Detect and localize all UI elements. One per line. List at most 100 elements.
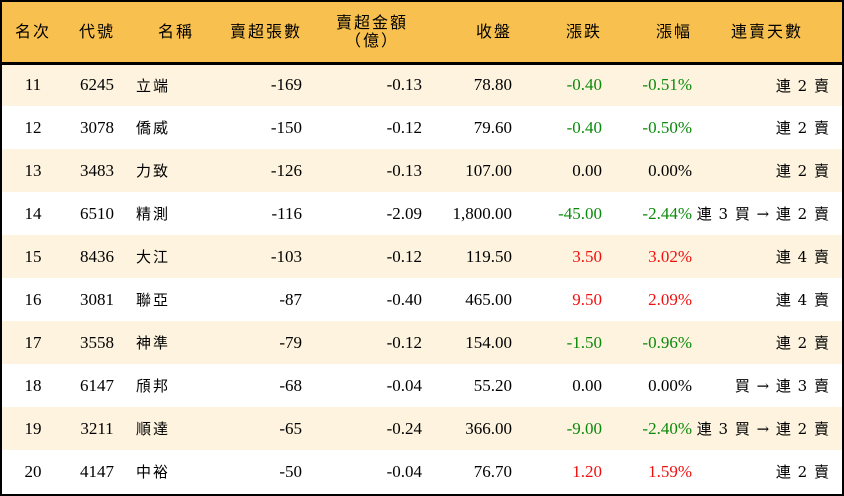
table-body: 11 6245 立端 -169 -0.13 78.80 -0.40 -0.51% 連 2 賣 12… [2,63,842,493]
change-cell: 1.20 [572,461,602,481]
header-name: 名稱 [130,2,222,65]
close-cell: 366.00 [465,418,512,438]
name-cell: 力致 [136,162,171,180]
consecutive-days-cell: 連 2 賣 [775,119,830,137]
change-cell: -0.40 [566,75,602,95]
name-cell: 僑威 [136,119,171,137]
amount-cell: -0.13 [386,75,422,95]
change-pct-cell: 0.00% [648,160,692,180]
change-pct-cell: 2.09% [648,289,692,309]
rank-cell: 12 [24,117,42,137]
rank-cell: 18 [24,375,42,395]
change-cell: 3.50 [572,246,602,266]
header-net-sell-volume: 賣超張數 [222,2,302,65]
amount-cell: -0.13 [386,160,422,180]
consecutive-days-cell: 連 2 賣 [775,76,830,95]
amount-cell: -0.12 [386,332,422,352]
amount-cell: -0.24 [386,418,422,438]
header-close: 收盤 [422,2,512,65]
table-row: 17 3558 神準 -79 -0.12 154.00 -1.50 -0.96% 連 2 賣 [2,321,842,364]
change-pct-cell: 0.00% [648,375,692,395]
table-row: 12 3078 僑威 -150 -0.12 79.60 -0.40 -0.50% 連 2 賣 [2,106,842,149]
volume-cell: -116 [271,203,302,223]
name-cell: 神準 [136,334,171,352]
table-row: 20 4147 中裕 -50 -0.04 76.70 1.20 1.59% 連 2 賣 [2,450,842,493]
volume-cell: -79 [279,332,302,352]
name-cell: 大江 [136,248,171,266]
change-cell: -45.00 [558,203,602,223]
amount-cell: -0.04 [386,461,422,481]
change-pct-cell: -0.50% [642,117,692,137]
consecutive-days-cell: 連 3 買 → 連 2 賣 [696,420,830,438]
table-header: 名次 代號 名稱 賣超張數 賣超金額 （億） 收盤 漲跌 漲幅 連賣天數 [2,2,842,65]
header-row: 名次 代號 名稱 賣超張數 賣超金額 （億） 收盤 漲跌 漲幅 連賣天數 [2,2,842,65]
close-cell: 119.50 [465,246,512,266]
amount-cell: -0.40 [386,289,422,309]
volume-cell: -150 [270,117,302,137]
close-cell: 76.70 [473,461,512,481]
change-cell: 0.00 [572,375,602,395]
table-row: 19 3211 順達 -65 -0.24 366.00 -9.00 -2.40% 連 3 買 →… [2,407,842,450]
code-cell: 6510 [80,203,114,223]
name-cell: 精測 [136,205,171,223]
code-cell: 6245 [80,75,114,95]
change-pct-cell: 1.59% [648,461,692,481]
amount-cell: -2.09 [386,203,422,223]
code-cell: 3078 [80,117,114,137]
header-net-sell-amount-line2: （億） [344,30,399,50]
volume-cell: -169 [270,75,302,95]
table-row: 18 6147 頎邦 -68 -0.04 55.20 0.00 0.00% 買 → 連 3 賣 [2,364,842,407]
table-row: 13 3483 力致 -126 -0.13 107.00 0.00 0.00% 連 2 賣 [2,149,842,192]
header-net-sell-amount-line1: 賣超金額 [335,12,408,32]
amount-cell: -0.12 [386,246,422,266]
code-cell: 3483 [80,160,114,180]
close-cell: 154.00 [465,332,512,352]
header-consecutive-days: 連賣天數 [692,2,842,65]
change-pct-cell: -2.40% [642,418,692,438]
close-cell: 78.80 [473,75,512,95]
close-cell: 465.00 [465,289,512,309]
change-cell: 9.50 [572,289,602,309]
consecutive-days-cell: 連 2 賣 [775,334,830,352]
rank-cell: 16 [24,289,42,309]
code-cell: 6147 [80,375,114,395]
rank-cell: 14 [24,203,42,223]
rank-cell: 11 [24,75,42,95]
consecutive-days-cell: 連 2 賣 [775,162,830,180]
volume-cell: -103 [270,246,302,266]
close-cell: 79.60 [473,117,512,137]
rank-cell: 20 [24,461,42,481]
change-cell: -1.50 [566,332,602,352]
close-cell: 107.00 [465,160,512,180]
consecutive-days-cell: 連 4 賣 [775,291,830,309]
rank-cell: 15 [24,246,42,266]
amount-cell: -0.12 [386,117,422,137]
close-cell: 1,800.00 [452,203,513,223]
consecutive-days-cell: 連 3 買 → 連 2 賣 [696,205,830,223]
name-cell: 聯亞 [136,291,171,309]
rank-cell: 17 [24,332,42,352]
rank-cell: 13 [24,160,42,180]
consecutive-days-cell: 買 → 連 3 賣 [734,377,830,395]
code-cell: 4147 [80,461,114,481]
change-cell: 0.00 [572,160,602,180]
volume-cell: -126 [270,160,302,180]
header-net-sell-amount: 賣超金額 （億） [302,2,422,65]
header-code: 代號 [64,2,130,65]
code-cell: 3558 [80,332,114,352]
name-cell: 立端 [136,76,171,95]
change-pct-cell: -0.96% [642,332,692,352]
change-cell: -9.00 [566,418,602,438]
amount-cell: -0.04 [386,375,422,395]
volume-cell: -50 [279,461,302,481]
change-pct-cell: 3.02% [648,246,692,266]
change-pct-cell: -0.51% [642,75,692,95]
table-row: 15 8436 大江 -103 -0.12 119.50 3.50 3.02% 連 4 賣 [2,235,842,278]
name-cell: 順達 [136,420,171,438]
table-row: 11 6245 立端 -169 -0.13 78.80 -0.40 -0.51% 連 2 賣 [2,63,842,106]
change-cell: -0.40 [566,117,602,137]
consecutive-days-cell: 連 4 賣 [775,248,830,266]
code-cell: 8436 [80,246,114,266]
table-row: 14 6510 精測 -116 -2.09 1,800.00 -45.00 -2.44% 連 3… [2,192,842,235]
